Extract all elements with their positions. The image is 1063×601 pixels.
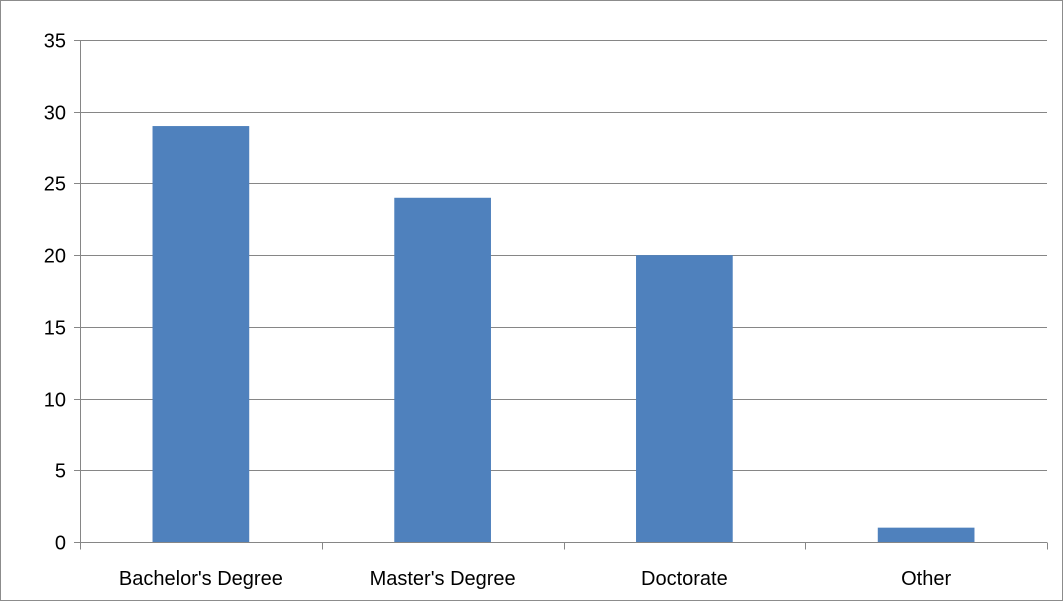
x-tick-label: Bachelor's Degree bbox=[119, 568, 283, 590]
bar bbox=[636, 255, 733, 542]
y-tick-label: 15 bbox=[44, 318, 66, 340]
bar bbox=[152, 126, 250, 543]
y-tick-label: 30 bbox=[44, 103, 66, 125]
y-tick-label: 0 bbox=[55, 533, 66, 555]
axes bbox=[74, 40, 1048, 550]
bars bbox=[152, 126, 975, 543]
y-tick-label: 5 bbox=[55, 461, 66, 483]
x-tick-label: Master's Degree bbox=[370, 568, 516, 590]
tick-labels: 0 5 10 15 20 25 30 35 Bachelor's Degree Master's … bbox=[44, 31, 952, 591]
y-tick-label: 35 bbox=[44, 31, 66, 53]
bar bbox=[877, 527, 975, 542]
bar bbox=[394, 197, 491, 542]
x-tick-label: Other bbox=[901, 568, 951, 590]
y-tick-label: 20 bbox=[44, 246, 66, 268]
y-tick-label: 25 bbox=[44, 174, 66, 196]
y-tick-label: 10 bbox=[44, 390, 66, 412]
x-tick-label: Doctorate bbox=[641, 568, 728, 590]
